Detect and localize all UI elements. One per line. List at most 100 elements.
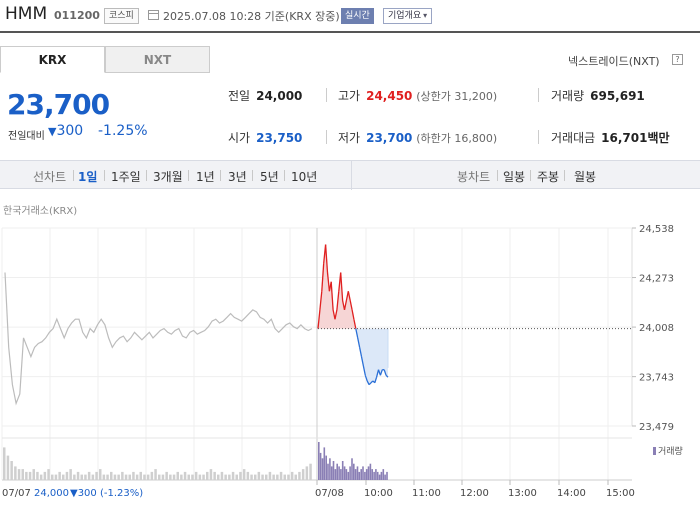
candle-monthly[interactable]: 월봉 <box>574 170 597 184</box>
volume-bar <box>336 463 338 480</box>
volume-bar <box>382 469 385 480</box>
volume-bar <box>213 471 216 480</box>
tab-nxt[interactable]: NXT <box>105 46 210 73</box>
volume-bar <box>14 466 17 480</box>
toolbar-divider <box>351 161 352 190</box>
volume-bar <box>106 474 109 480</box>
volume-bar <box>380 471 383 480</box>
volume-bar <box>36 471 39 480</box>
amount-label: 거래대금 <box>551 131 596 145</box>
volume-bar <box>28 471 32 480</box>
volume-bar <box>6 455 10 480</box>
volume-label: 거래량 <box>551 89 585 103</box>
period-1y[interactable]: 1년 <box>196 170 215 184</box>
volume-bar <box>369 463 372 480</box>
volume-bar <box>10 461 13 480</box>
volume-bar <box>386 471 388 480</box>
volume-bar <box>25 471 28 480</box>
volume-bar <box>319 452 322 480</box>
today-segment <box>317 309 321 329</box>
today-segment <box>358 347 363 357</box>
volume-value: 695,691 <box>590 89 645 103</box>
period-3m[interactable]: 3개월 <box>153 170 183 184</box>
today-segment <box>343 300 348 311</box>
volume-bar <box>39 474 43 480</box>
corp-info-dropdown[interactable]: 기업개요 <box>383 8 433 24</box>
info-high: 고가 24,450 (상한가 31,200) <box>338 87 497 104</box>
volume-bar <box>124 474 128 480</box>
high-value: 24,450 <box>366 89 413 103</box>
volume-bar <box>261 474 264 480</box>
tab-krx[interactable]: KRX <box>0 46 105 73</box>
period-10y[interactable]: 10년 <box>291 170 318 184</box>
volume-bar <box>135 474 139 480</box>
divider <box>538 88 539 102</box>
period-5y[interactable]: 5년 <box>260 170 279 184</box>
info-low: 저가 23,700 (하한가 16,800) <box>338 129 497 146</box>
candle-weekly[interactable]: 주봉 <box>537 170 560 184</box>
high-label: 고가 <box>338 89 361 103</box>
down-triangle-icon: ▼ <box>48 125 57 138</box>
today-segment <box>362 365 366 376</box>
info-amount: 거래대금 16,701백만 <box>551 129 670 146</box>
today-segment <box>357 337 361 348</box>
low-label: 저가 <box>338 131 361 145</box>
today-segment <box>364 375 368 382</box>
period-1w[interactable]: 1주일 <box>111 170 141 184</box>
volume-bar <box>217 474 220 480</box>
upper-limit: (상한가 31,200) <box>416 90 498 103</box>
today-segment <box>385 374 389 378</box>
volume-bar <box>202 474 205 480</box>
today-line <box>317 244 389 386</box>
volume-bar <box>146 474 150 480</box>
divider <box>104 170 105 181</box>
volume-bar <box>265 474 268 480</box>
volume-bar <box>198 474 202 480</box>
period-1d[interactable]: 1일 <box>78 170 98 184</box>
volume-bar <box>351 458 353 480</box>
help-icon[interactable]: ? <box>672 54 683 65</box>
today-segment <box>324 244 329 273</box>
volume-bar <box>384 474 386 480</box>
volume-bar <box>246 471 250 480</box>
candle-daily[interactable]: 일봉 <box>503 170 526 184</box>
y-tick-label: 23,743 <box>639 373 674 384</box>
volume-bar <box>220 471 224 480</box>
volume-bar <box>121 471 124 480</box>
x-tick-label: 10:00 <box>364 488 393 499</box>
x-tick-label: 15:00 <box>606 488 635 499</box>
x-tick-label: 13:00 <box>508 488 537 499</box>
nxt-link[interactable]: 넥스트레이드(NXT) <box>568 55 660 68</box>
x-tick-label: 14:00 <box>557 488 586 499</box>
change-label: 전일대비 <box>8 131 45 142</box>
candle-chart-label[interactable]: 봉차트 <box>457 170 491 184</box>
line-chart-label[interactable]: 선차트 <box>33 170 67 184</box>
chart-grid <box>1 227 633 481</box>
volume-bar <box>365 469 368 480</box>
quote-time: 2025.07.08 10:28 기준(KRX 장중) <box>163 10 340 23</box>
volume-bar <box>287 474 290 480</box>
volume-bar <box>334 469 337 480</box>
down-area <box>318 328 388 385</box>
volume-bar <box>80 474 83 480</box>
today-segment <box>351 309 355 320</box>
period-3y[interactable]: 3년 <box>228 170 247 184</box>
market-badge: 코스피 <box>104 8 139 24</box>
volume-bar <box>321 458 324 480</box>
amount-unit: 백만 <box>647 131 670 145</box>
divider <box>497 170 498 181</box>
volume-bar <box>224 474 227 480</box>
divider <box>564 170 565 181</box>
volume-bar <box>353 463 355 480</box>
y-tick-label: 24,538 <box>639 224 674 235</box>
today-segment <box>319 291 323 310</box>
volume-bar <box>279 471 283 480</box>
volume-bar <box>143 474 146 480</box>
volume-bar <box>91 474 95 480</box>
volume-bar <box>169 474 172 480</box>
volume-bar <box>99 469 102 480</box>
volume-bar <box>268 471 272 480</box>
volume-bar <box>132 471 135 480</box>
realtime-button[interactable]: 실시간 <box>341 8 374 24</box>
